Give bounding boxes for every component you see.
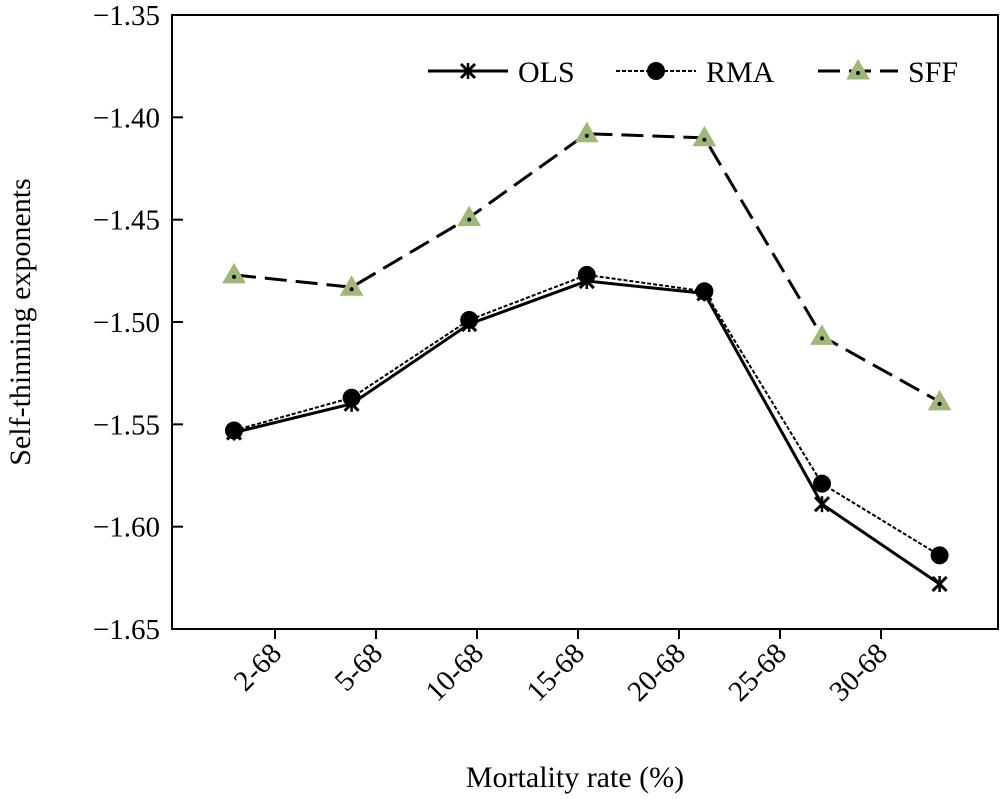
data-point-rma: [695, 282, 714, 301]
y-tick-label: −1.65: [93, 614, 160, 646]
series-sff: [222, 121, 952, 411]
y-tick-label: −1.45: [93, 205, 160, 237]
data-point-sff: [692, 125, 717, 147]
legend-item-rma: RMA: [616, 56, 775, 89]
data-point-sff: [574, 121, 599, 143]
legend-item-sff: SFF: [818, 56, 958, 89]
y-tick-label: −1.35: [93, 0, 160, 32]
data-point-sff: [927, 389, 952, 411]
data-point-ols: [931, 575, 948, 593]
x-tick-label: 30-68: [823, 637, 893, 707]
y-axis-label: Self-thinning exponents: [4, 178, 37, 465]
y-tick-label: −1.60: [93, 512, 160, 544]
data-point-sff: [339, 275, 364, 296]
data-point-rma: [577, 265, 596, 284]
x-tick-label: 15-68: [520, 637, 590, 707]
x-tick-label: 20-68: [621, 637, 691, 707]
data-point-sff: [457, 205, 482, 227]
data-point-ols: [813, 496, 831, 513]
legend-item-ols: OLS: [428, 56, 575, 89]
legend: OLS RMA SFF: [428, 56, 958, 89]
series-line-ols: [233, 279, 941, 586]
x-tick-label: 2-68: [228, 637, 288, 697]
x-tick-label: 10-68: [419, 637, 489, 707]
series-rma: [225, 265, 949, 565]
legend-marker: [846, 59, 870, 80]
legend-label: RMA: [706, 56, 775, 89]
y-tick-label: −1.50: [93, 307, 160, 339]
data-point-rma: [930, 546, 949, 565]
data-point-rma: [813, 474, 831, 493]
legend-marker: [647, 62, 665, 80]
legend-label: SFF: [908, 56, 958, 89]
x-tick-label: 25-68: [722, 637, 792, 707]
x-axis-label: Mortality rate (%): [466, 761, 684, 794]
series-layer: [222, 121, 952, 593]
legend-label: OLS: [518, 56, 575, 89]
x-tick-label: 5-68: [329, 637, 389, 697]
data-point-rma: [460, 310, 479, 329]
data-point-sff: [222, 262, 246, 284]
axes: −1.35 −1.40 −1.45 −1.50 −1.55 −1.60 −1.65 2-68 5…: [93, 0, 999, 708]
data-point-rma: [342, 388, 361, 407]
data-point-rma: [225, 421, 243, 440]
legend-marker: [459, 62, 477, 80]
y-tick-label: −1.40: [93, 102, 160, 134]
data-point-sff: [810, 324, 834, 345]
plot-frame: [171, 14, 999, 630]
y-tick-label: −1.55: [93, 409, 160, 441]
series-ols: [225, 273, 948, 593]
